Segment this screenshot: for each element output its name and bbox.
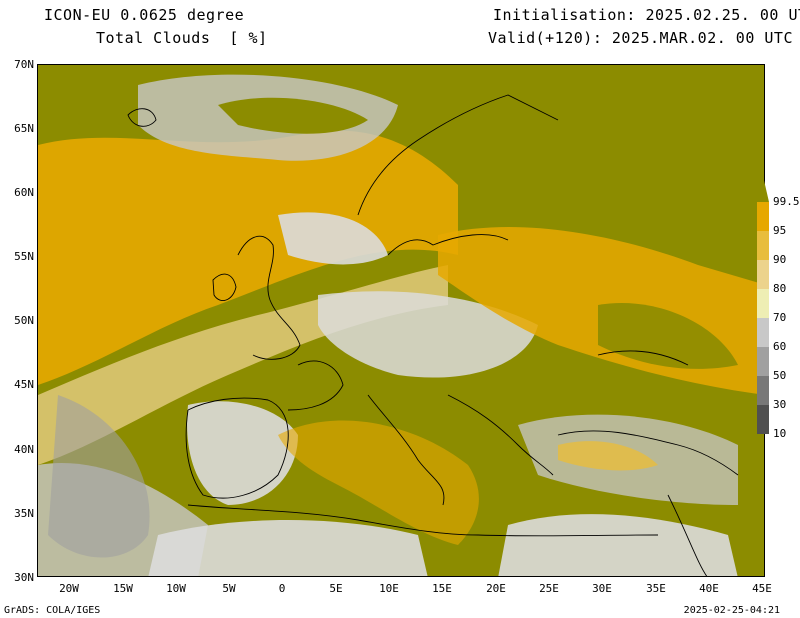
lon-label: 40E (699, 582, 719, 595)
colorbar-segment (757, 405, 769, 434)
lon-label: 15E (432, 582, 452, 595)
colorbar-label: 70 (773, 311, 787, 324)
lat-label: 45N (14, 378, 34, 391)
colorbar-segment (757, 289, 769, 318)
lon-label: 20W (59, 582, 79, 595)
lon-label: 35E (646, 582, 666, 595)
colorbar-segment (757, 231, 769, 260)
init-time: Initialisation: 2025.02.25. 00 UTC (493, 6, 800, 24)
colorbar-label: 30 (773, 398, 787, 411)
lon-label: 45E (752, 582, 772, 595)
lon-label: 30E (592, 582, 612, 595)
colorbar-label: 90 (773, 253, 787, 266)
lat-label: 60N (14, 186, 34, 199)
map-title: ICON-EU 0.0625 degree (44, 6, 245, 24)
lon-label: 25E (539, 582, 559, 595)
colorbar-segment (757, 260, 769, 289)
cloud-map (37, 64, 765, 577)
lat-label: 70N (14, 58, 34, 71)
lon-label: 15W (113, 582, 133, 595)
lat-label: 65N (14, 122, 34, 135)
valid-time: Valid(+120): 2025.MAR.02. 00 UTC (488, 29, 793, 47)
variable-label: Total Clouds [ %] (96, 29, 268, 47)
colorbar-segment (757, 176, 769, 202)
colorbar-label: 95 (773, 224, 787, 237)
colorbar-segment (757, 347, 769, 376)
colorbar-segment (757, 202, 769, 231)
lon-label: 10E (379, 582, 399, 595)
colorbar-label: 60 (773, 340, 787, 353)
render-timestamp: 2025-02-25-04:21 (683, 605, 780, 616)
colorbar-label: 50 (773, 369, 787, 382)
lat-label: 40N (14, 443, 34, 456)
cloud-field (38, 65, 764, 576)
lon-label: 10W (166, 582, 186, 595)
lat-label: 55N (14, 250, 34, 263)
lon-label: 20E (486, 582, 506, 595)
lon-label: 0 (278, 582, 286, 595)
colorbar-segment (757, 318, 769, 347)
colorbar (757, 176, 769, 434)
colorbar-label: 80 (773, 282, 787, 295)
coastlines (127, 94, 739, 576)
lat-label: 30N (14, 571, 34, 584)
lon-label: 5W (222, 582, 236, 595)
colorbar-label: 10 (773, 427, 787, 440)
lon-label: 5E (329, 582, 343, 595)
lat-label: 50N (14, 314, 34, 327)
software-credit: GrADS: COLA/IGES (4, 605, 101, 616)
colorbar-segment (757, 376, 769, 405)
colorbar-label: 99.5 (773, 195, 800, 208)
lat-label: 35N (14, 507, 34, 520)
